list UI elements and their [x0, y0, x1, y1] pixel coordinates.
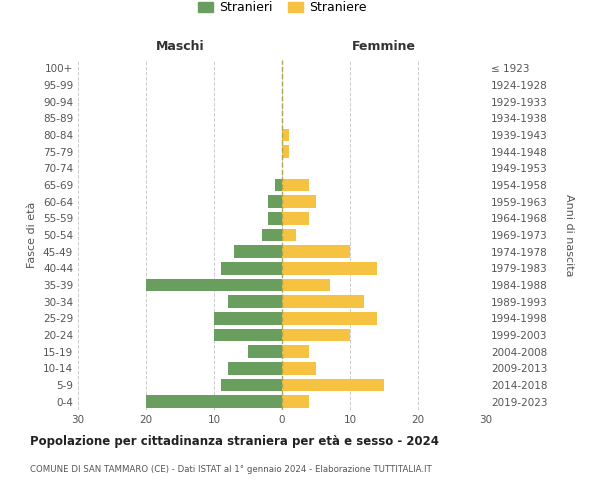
Bar [282, 279, 329, 291]
Bar [282, 246, 350, 258]
Bar [282, 396, 309, 408]
Bar [282, 129, 289, 141]
Bar [282, 212, 309, 224]
Bar [282, 362, 316, 374]
Text: Femmine: Femmine [352, 40, 416, 54]
Bar [282, 312, 377, 324]
Bar [282, 229, 296, 241]
Bar [282, 146, 289, 158]
Bar [214, 312, 282, 324]
Bar [227, 296, 282, 308]
Bar [146, 396, 282, 408]
Bar [282, 296, 364, 308]
Text: COMUNE DI SAN TAMMARO (CE) - Dati ISTAT al 1° gennaio 2024 - Elaborazione TUTTIT: COMUNE DI SAN TAMMARO (CE) - Dati ISTAT … [30, 465, 432, 474]
Bar [268, 212, 282, 224]
Bar [146, 279, 282, 291]
Text: Popolazione per cittadinanza straniera per età e sesso - 2024: Popolazione per cittadinanza straniera p… [30, 435, 439, 448]
Text: Maschi: Maschi [155, 40, 205, 54]
Bar [282, 196, 316, 208]
Y-axis label: Fasce di età: Fasce di età [28, 202, 37, 268]
Y-axis label: Anni di nascita: Anni di nascita [564, 194, 574, 276]
Bar [248, 346, 282, 358]
Bar [214, 329, 282, 341]
Legend: Stranieri, Straniere: Stranieri, Straniere [193, 0, 371, 20]
Bar [221, 379, 282, 391]
Bar [282, 346, 309, 358]
Bar [262, 229, 282, 241]
Bar [282, 379, 384, 391]
Bar [227, 362, 282, 374]
Bar [268, 196, 282, 208]
Bar [282, 262, 377, 274]
Bar [282, 329, 350, 341]
Bar [275, 179, 282, 192]
Bar [221, 262, 282, 274]
Bar [235, 246, 282, 258]
Bar [282, 179, 309, 192]
